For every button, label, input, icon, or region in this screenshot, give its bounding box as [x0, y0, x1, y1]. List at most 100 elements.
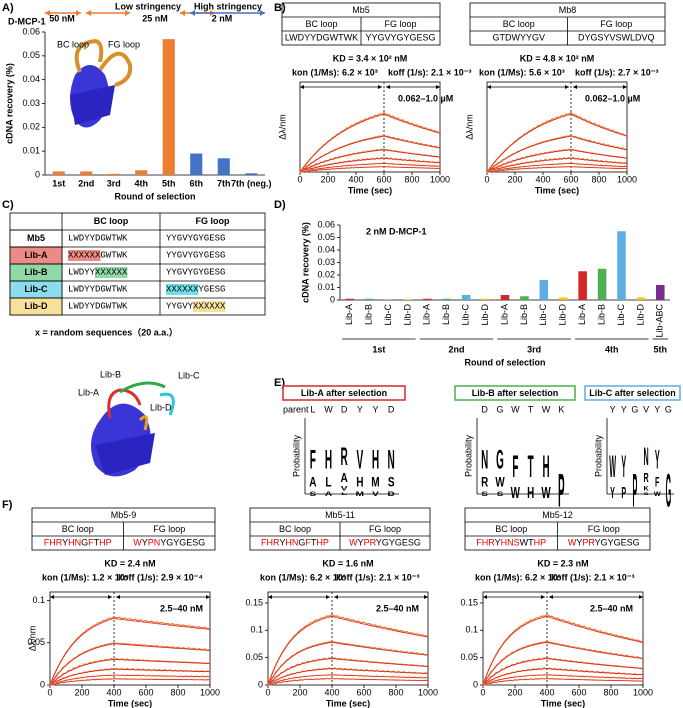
sensorgram-fit — [267, 616, 429, 686]
y-tick-label: 0.15 — [460, 597, 478, 607]
y-axis-label: Δλ/nm — [277, 114, 287, 140]
sequence-segment: LWDYYDGWTWK — [68, 234, 128, 244]
sensorgram-fit — [267, 642, 429, 686]
annotation: 50 nM — [49, 13, 75, 23]
sequence: YYGVYGYGESG — [166, 268, 225, 278]
kon: kon (1/Ms): 1.2 × 10⁵ — [42, 572, 129, 582]
table-title: Mb5-9 — [111, 510, 137, 520]
protein-structure-c — [91, 381, 175, 477]
sequence-segment: XXXXXX — [95, 268, 128, 278]
x-tick-label: 400 — [324, 687, 339, 697]
sequence: LWDYYDGWTWK — [68, 285, 128, 295]
chart-title: D-MCP-1 — [8, 16, 46, 26]
x-tick-label: Lib-ABC — [655, 304, 665, 338]
logo-letter: N — [643, 442, 648, 471]
logo-letter: R — [643, 472, 649, 486]
bar — [597, 268, 607, 300]
parent-residue: Y — [357, 404, 363, 414]
sequence-segment: HP — [534, 538, 547, 548]
logo-letter: Y — [610, 484, 615, 502]
logo-letter: D — [388, 489, 395, 497]
sequence-segment: YGYGESG — [376, 538, 421, 548]
y-tick-label: 0 — [473, 679, 478, 689]
sequence-segment: XXXXXX — [68, 251, 101, 261]
sequence: YYGVYXXXXXX — [166, 302, 226, 312]
logo-letter: S — [481, 489, 488, 497]
table-title: Mb5 — [352, 5, 370, 15]
sequence: DYGSYVSWLDVQ — [578, 33, 655, 43]
sensorgram-trace — [482, 667, 644, 686]
sequence-segment: LWDYY — [68, 268, 96, 278]
sensorgram-fit — [267, 668, 429, 686]
sequence: LWDYYDGWTWK — [68, 234, 128, 244]
sequence-segment: XXXXXX — [166, 285, 199, 295]
sequence: LWDYYXXXXXX — [68, 268, 128, 278]
table-note: x = random sequences（20 a.a.） — [35, 327, 178, 337]
x-tick-label: 6th — [190, 178, 204, 188]
kd: KD = 2.4 nM — [104, 558, 155, 568]
sequence: WYPRYGYGESG — [349, 538, 421, 548]
annotation: BC loop — [57, 39, 89, 49]
logo-letter: H — [325, 446, 332, 475]
parent-residue: L — [310, 404, 315, 414]
sensorgram-fit — [299, 135, 441, 173]
sensorgram-fit — [482, 668, 644, 686]
highlight — [68, 250, 101, 261]
logo-title: Lib-A after selection — [301, 388, 387, 398]
sequence: WYPRYGYGESG — [568, 538, 640, 548]
x-tick-label: Lib-D — [558, 304, 568, 326]
parent-residue: D — [388, 404, 395, 414]
koff: koff (1/s): 2.1 × 10⁻³ — [551, 572, 635, 582]
table-header: BC loop — [305, 19, 337, 29]
x-tick-label: 1000 — [430, 174, 450, 184]
logo-letter: F — [512, 449, 518, 484]
x-tick-label: 800 — [170, 687, 185, 697]
logo-title-box — [584, 385, 681, 401]
sensorgram-trace — [482, 674, 644, 686]
row-label: Lib-D — [25, 301, 48, 311]
sensorgram-fit — [486, 113, 628, 173]
logo-letter: W — [511, 484, 521, 502]
x-tick-label: 7th — [217, 178, 231, 188]
sequence-segment: YYGVYGYGESG — [166, 234, 225, 244]
logo-letter: F — [655, 475, 660, 490]
parent-residue: Y — [372, 404, 378, 414]
x-tick-label: 400 — [539, 687, 554, 697]
sequence-segment: T — [94, 538, 100, 548]
bar — [442, 298, 452, 300]
table-header: FG loop — [600, 19, 632, 29]
x-tick-label: Lib-B — [363, 304, 373, 325]
sensorgram-fit — [49, 668, 211, 686]
sensorgram-trace — [267, 613, 429, 686]
sequence-segment: Y — [576, 538, 582, 548]
y-tick-label: 0.05 — [460, 652, 478, 662]
kon: kon (1/Ms): 6.2 × 10³ — [292, 67, 378, 77]
y-tick-label: 0.05 — [22, 50, 40, 60]
row-label: Lib-C — [25, 284, 48, 294]
koff: koff (1/s): 2.1 × 10⁻³ — [336, 572, 420, 582]
x-tick-label: 800 — [388, 687, 403, 697]
logo-title: Lib-B after selection — [472, 388, 559, 398]
bar — [52, 171, 65, 175]
y-tick-label: 0 — [330, 294, 335, 304]
x-tick-label: 200 — [74, 687, 89, 697]
logo-letter: W — [609, 448, 616, 484]
sequence: XXXXXXGWTWK — [68, 251, 128, 261]
bar — [364, 298, 374, 300]
sequence-segment: XXXXXX — [193, 302, 226, 312]
table-title: Mb5-12 — [542, 510, 573, 520]
panel-label: C) — [2, 199, 14, 211]
logo-letter: W — [541, 484, 551, 502]
sensorgram-fit — [49, 674, 210, 686]
bar — [578, 271, 587, 300]
sequence-segment: YGYGESG — [160, 538, 205, 548]
sequence-segment: G — [298, 538, 305, 548]
sequence: YYGVYGYGESG — [365, 33, 435, 43]
annotation: 2.5–40 nM — [160, 603, 203, 613]
x-tick-label: 0 — [297, 174, 302, 184]
x-tick-label: 0 — [265, 687, 270, 697]
sequence: FHRYHNGFTHP — [44, 538, 112, 548]
sensorgram-trace — [49, 616, 211, 686]
x-tick-label: Lib-A — [344, 304, 354, 325]
logo-letter: V — [356, 446, 363, 475]
